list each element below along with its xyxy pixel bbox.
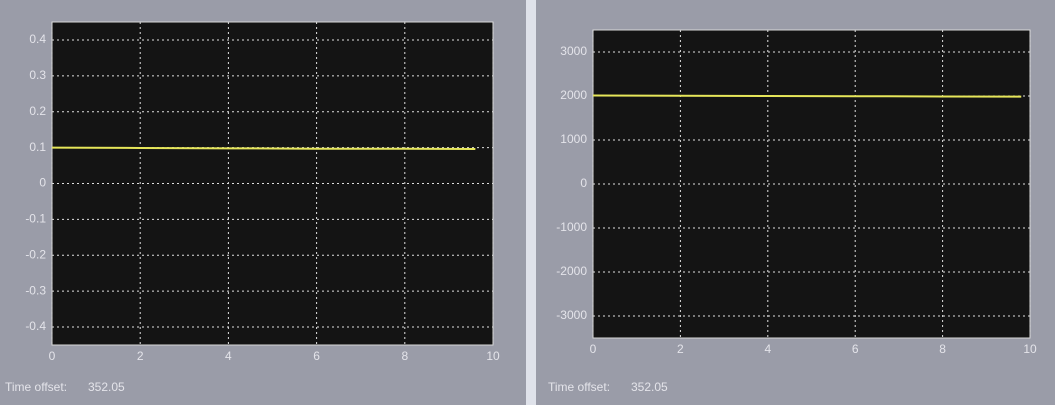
x-tick-label: 4	[225, 349, 232, 363]
x-tick-label: 6	[313, 349, 320, 363]
x-tick-label: 8	[401, 349, 408, 363]
time-offset-value: 352.05	[88, 380, 125, 394]
y-tick-label: 0.3	[29, 68, 46, 82]
divider	[526, 0, 536, 405]
signal-line	[593, 96, 1021, 97]
y-tick-label: -2000	[556, 264, 587, 278]
y-tick-label: 0.2	[29, 104, 46, 118]
y-tick-label: -0.3	[25, 283, 46, 297]
x-tick-label: 2	[137, 349, 144, 363]
y-tick-label: 3000	[560, 44, 587, 58]
scope-window: -0.4 -0.3 -0.2 -0.1 0 0.1 0.2 0.3 0.4 0 2 4 6 8 10 Time…	[0, 0, 1055, 405]
y-tick-label: -0.2	[25, 247, 46, 261]
y-tick-label: -0.1	[25, 212, 46, 226]
y-tick-label: 0.4	[29, 32, 46, 46]
x-tick-label: 2	[677, 342, 684, 356]
x-tick-label: 0	[590, 342, 597, 356]
x-tick-label: 8	[939, 342, 946, 356]
y-tick-label: 0.1	[29, 140, 46, 154]
signal-line	[52, 148, 475, 149]
x-tick-label: 0	[49, 349, 56, 363]
y-tick-label: 0	[580, 176, 587, 190]
x-tick-label: 4	[764, 342, 771, 356]
y-tick-label: -0.4	[25, 319, 46, 333]
x-tick-label: 10	[486, 349, 500, 363]
y-tick-label: 2000	[560, 88, 587, 102]
y-tick-label: -1000	[556, 220, 587, 234]
time-offset-label: Time offset:	[5, 380, 67, 394]
x-tick-label: 6	[852, 342, 859, 356]
x-tick-label: 10	[1023, 342, 1037, 356]
time-offset-label: Time offset:	[548, 380, 610, 394]
y-tick-label: -3000	[556, 308, 587, 322]
y-tick-label: 1000	[560, 132, 587, 146]
time-offset-value: 352.05	[631, 380, 668, 394]
y-tick-label: 0	[39, 176, 46, 190]
